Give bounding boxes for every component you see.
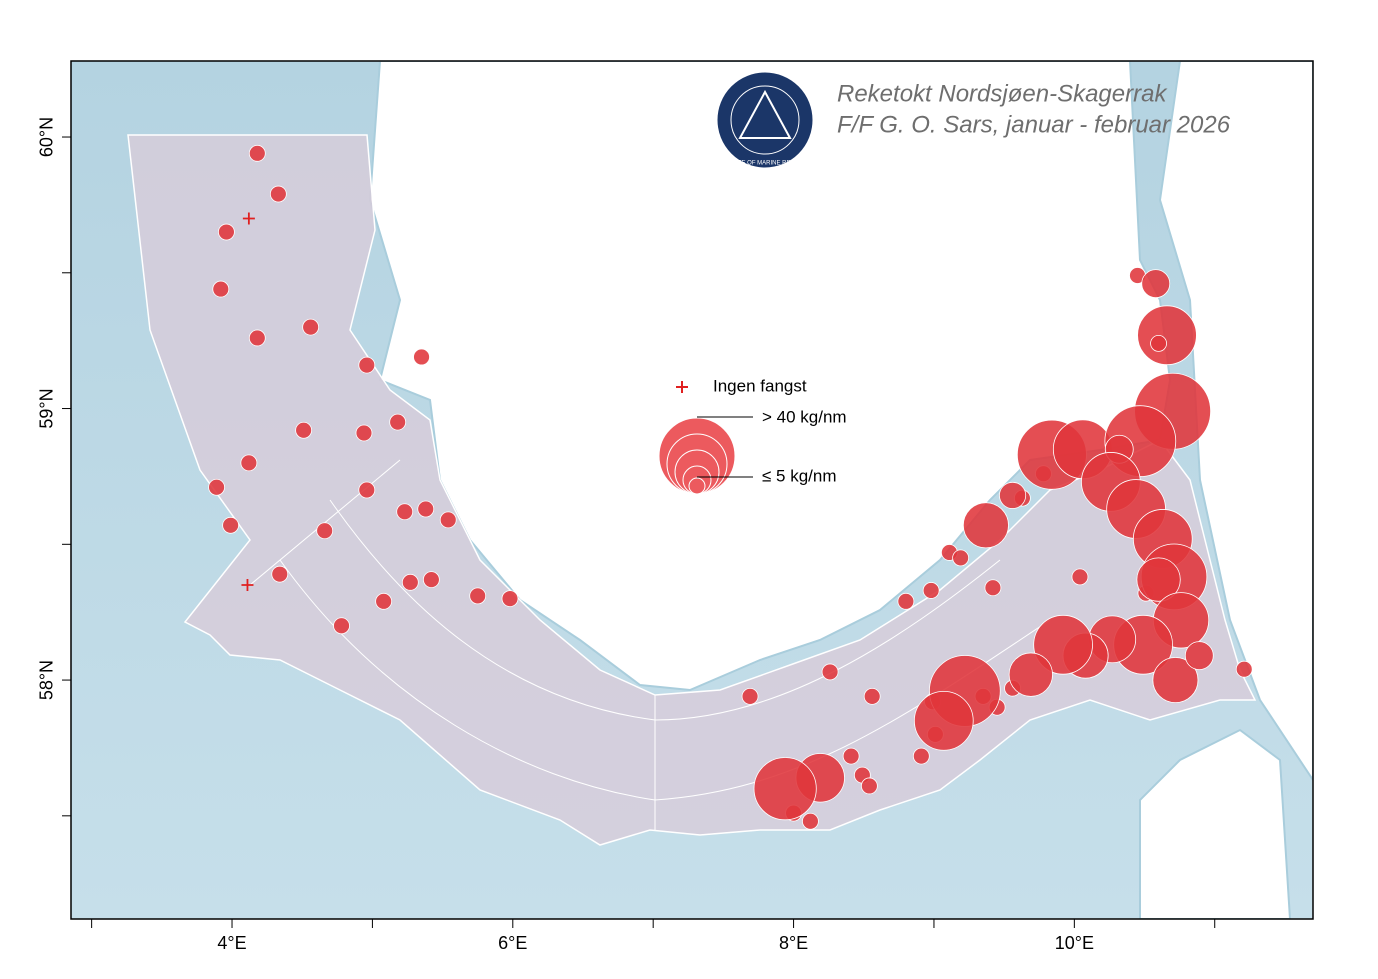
y-tick-label: 60°N [37, 117, 57, 157]
frame [70, 60, 1314, 920]
no-catch-station [242, 212, 255, 225]
station [1141, 269, 1171, 299]
station [248, 144, 266, 162]
station [240, 454, 258, 472]
station [389, 413, 407, 431]
x-tick-label: 4°E [217, 933, 246, 953]
station [271, 565, 289, 583]
legend-label: > 40 kg/nm [762, 407, 847, 426]
station [741, 687, 759, 705]
station [501, 590, 519, 608]
station [984, 579, 1002, 597]
station [417, 500, 435, 518]
title-line: Reketokt Nordsjøen-Skagerrak [837, 80, 1168, 107]
station [401, 573, 419, 591]
station [333, 617, 350, 635]
station [1008, 652, 1053, 697]
station [1184, 641, 1214, 671]
station [295, 421, 313, 439]
station [952, 549, 970, 567]
station [218, 223, 235, 241]
axes: 4°E 6°E 8°E 10°E 58°N 59°N 60°N [37, 117, 1216, 953]
station [821, 663, 839, 681]
station [469, 587, 487, 605]
station [1071, 568, 1089, 586]
no-catch-station [241, 579, 254, 592]
stations [208, 144, 1253, 830]
station [212, 280, 230, 298]
station [375, 592, 393, 610]
y-tick-label: 59°N [37, 388, 57, 428]
station [302, 318, 320, 336]
station [248, 329, 266, 347]
station [912, 747, 930, 765]
station [422, 571, 440, 589]
x-tick-label: 6°E [498, 933, 527, 953]
station [897, 592, 915, 610]
station [842, 747, 860, 765]
station [358, 356, 376, 374]
station [802, 812, 819, 830]
no-catch-symbol [676, 381, 688, 393]
x-tick-label: 10°E [1055, 933, 1094, 953]
station [913, 690, 974, 751]
station [355, 424, 373, 442]
sweden [1158, 61, 1313, 782]
station [396, 503, 414, 521]
station [1136, 557, 1181, 602]
station [316, 522, 334, 540]
station [962, 502, 1009, 549]
legend-circles [658, 417, 736, 495]
logo: INSTITUTE OF MARINE RESEARCH [714, 69, 816, 171]
station [358, 481, 376, 499]
legend-label: Ingen fangst [713, 376, 807, 395]
logo-text: INSTITUTE OF MARINE RESEARCH [714, 161, 815, 167]
station [1150, 334, 1167, 352]
station [269, 185, 287, 203]
station [1137, 305, 1197, 366]
station [860, 777, 878, 795]
station [922, 582, 940, 599]
x-tick-label: 8°E [779, 933, 808, 953]
station [753, 757, 817, 821]
title-line: F/F G. O. Sars, januar - februar 2026 [837, 111, 1231, 138]
denmark [1139, 728, 1292, 919]
station [863, 687, 881, 705]
station [1033, 614, 1093, 675]
station [999, 481, 1027, 509]
y-tick-label: 58°N [37, 660, 57, 700]
map-area [71, 61, 1313, 919]
station [222, 516, 240, 534]
norway [368, 61, 1172, 692]
station [413, 348, 430, 366]
legend-label: ≤ 5 kg/nm [762, 466, 837, 485]
station [439, 511, 457, 529]
legend: Ingen fangst > 40 kg/nm ≤ 5 kg/nm [658, 376, 847, 495]
station [208, 478, 225, 496]
station [1152, 657, 1199, 704]
station [1235, 660, 1253, 678]
